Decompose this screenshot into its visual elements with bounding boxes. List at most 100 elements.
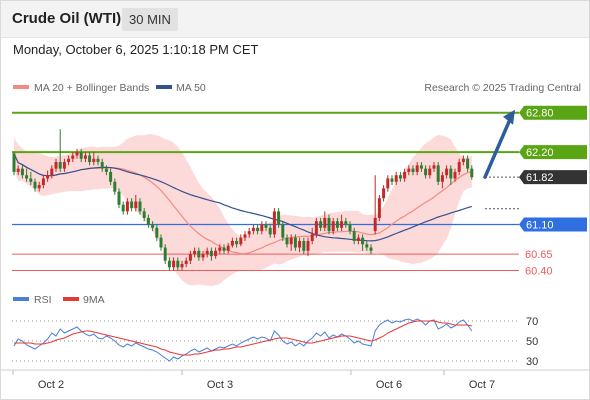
candle-body (264, 224, 268, 228)
rsi-legend-label: RSI (34, 294, 52, 306)
candle-body (37, 185, 41, 189)
candle-body (109, 171, 113, 182)
forecast-arrow-head (503, 109, 515, 125)
candle-body (247, 231, 251, 235)
candle-body (251, 227, 255, 232)
candle-body (424, 168, 428, 176)
candle-body (394, 175, 398, 182)
level-label-61-82: 61.82 (526, 172, 554, 184)
candle-body (457, 162, 461, 172)
candle-body (67, 158, 71, 163)
ma50-line (13, 153, 472, 242)
level-label-60-65: 60.65 (525, 249, 553, 261)
candle-body (113, 181, 117, 192)
candle-body (419, 165, 423, 169)
copyright-text: Research © 2025 Trading Central (424, 82, 581, 94)
candle-body (323, 217, 327, 228)
candle-body (100, 162, 104, 169)
candle-body (151, 224, 155, 228)
candle-body (449, 168, 453, 179)
candle-body (193, 250, 197, 255)
candle-body (466, 158, 470, 169)
x-axis: Oct 2 Oct 3 Oct 6 Oct 7 (12, 370, 495, 391)
candle-body (184, 260, 188, 264)
ma9-legend-label: 9MA (83, 294, 105, 306)
candle-body (146, 217, 150, 225)
candle-body (79, 152, 83, 159)
candle-body (373, 217, 377, 232)
candle-body (365, 244, 369, 248)
candle-body (411, 168, 415, 172)
header-bar: Crude Oil (WTI) 30 MIN (1, 1, 589, 38)
rsi-line (13, 318, 473, 362)
candle-body (125, 201, 129, 212)
candle-body (369, 247, 373, 251)
candle-body (159, 237, 163, 248)
rsi-panel: 70 50 30 (12, 316, 538, 368)
candle-body (314, 221, 318, 235)
candle-body (239, 237, 243, 245)
candle-body (235, 240, 239, 245)
ma50-legend-label: MA 50 (176, 82, 206, 94)
candle-body (272, 211, 276, 235)
candle-body (54, 162, 58, 169)
candle-body (155, 227, 159, 238)
candle-body (407, 168, 411, 172)
timeframe-badge[interactable]: 30 MIN (122, 8, 178, 31)
candle-body (41, 178, 45, 186)
candle-body (75, 152, 79, 156)
candle-body (134, 201, 138, 209)
candle-body (293, 237, 297, 248)
candle-body (327, 217, 331, 232)
instrument-title: Crude Oil (WTI) (12, 10, 122, 27)
candle-body (285, 237, 289, 245)
candle-body (138, 201, 142, 212)
candle-body (319, 221, 323, 228)
candle-body (436, 165, 440, 182)
candle-body (197, 250, 201, 258)
candle-body (403, 171, 407, 179)
level-tag-61-10 (519, 217, 587, 232)
candle-body (243, 234, 247, 238)
candle-body (386, 178, 390, 189)
candle-body (130, 201, 134, 209)
candle-body (398, 175, 402, 179)
candle-body (453, 171, 457, 179)
candle-body (390, 178, 394, 182)
candle-body (180, 263, 184, 268)
candle-body (461, 158, 465, 163)
candle-body (58, 162, 62, 169)
candle-body (377, 198, 381, 218)
candle-body (344, 221, 348, 225)
candle-body (440, 175, 444, 182)
candle-body (432, 165, 436, 169)
x-label-oct-6: Oct 6 (376, 379, 402, 391)
candle-body (289, 237, 293, 245)
candle-body (222, 247, 226, 251)
candle-body (62, 162, 66, 169)
candle-body (104, 168, 108, 172)
candle-body (176, 260, 180, 268)
candle-body (96, 158, 100, 163)
candle-body (415, 165, 419, 172)
candle-body (335, 221, 339, 228)
level-tag-61-82 (519, 170, 587, 185)
candle-body (260, 224, 264, 232)
candle-body (50, 168, 54, 176)
x-label-oct-2: Oct 2 (38, 379, 64, 391)
forecast-arrow-shaft (483, 119, 511, 179)
candle-body (277, 211, 281, 225)
ma9-legend-swatch (63, 297, 79, 301)
level-label-60-40: 60.40 (525, 266, 553, 278)
candle-body (29, 178, 33, 182)
candle-body (71, 155, 75, 159)
rsi-tick-50: 50 (526, 336, 538, 348)
candle-body (256, 227, 260, 232)
candle-body (188, 254, 192, 261)
candle-body (348, 224, 352, 232)
candle-body (33, 181, 37, 189)
candle-body (268, 227, 272, 235)
candle-body (88, 155, 92, 163)
